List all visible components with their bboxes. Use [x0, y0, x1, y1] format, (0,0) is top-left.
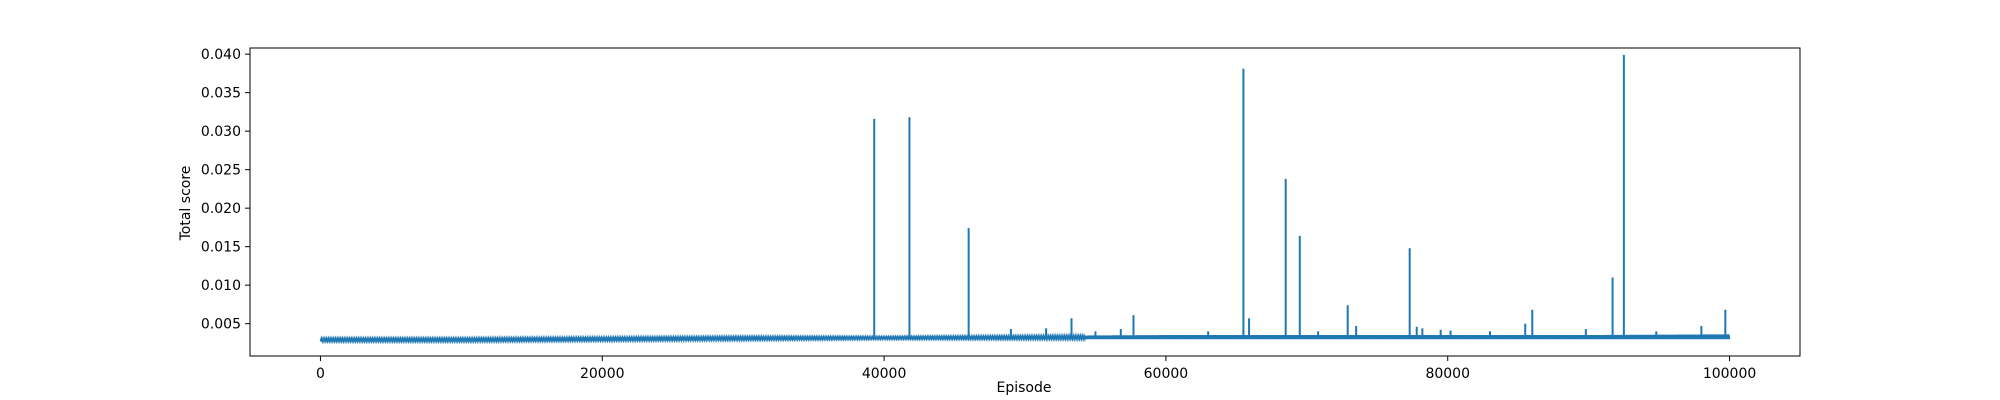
y-tick-label: 0.020: [201, 201, 241, 217]
x-axis-label: Episode: [997, 380, 1052, 396]
plot-area: [249, 47, 1801, 357]
y-tick-label: 0.005: [201, 317, 241, 333]
x-tick-label: 20000: [580, 366, 625, 382]
x-tick-label: 80000: [1425, 366, 1470, 382]
x-tick-label: 0: [316, 366, 325, 382]
y-axis-label: Total score: [178, 166, 194, 242]
y-axis-ticks: 0.005 0.010 0.015 0.020 0.025 0.030 0.035 0.040: [201, 47, 250, 333]
y-tick-label: 0.030: [201, 124, 241, 140]
x-tick-label: 60000: [1144, 366, 1189, 382]
y-tick-label: 0.035: [201, 86, 241, 102]
y-tick-label: 0.040: [201, 47, 241, 63]
x-axis-ticks: 0 20000 40000 60000 80000 100000: [316, 356, 1756, 382]
series-baseline: [319, 332, 1731, 345]
x-tick-label: 100000: [1703, 366, 1756, 382]
y-tick-label: 0.010: [201, 278, 241, 294]
x-tick-label: 40000: [862, 366, 907, 382]
y-tick-label: 0.025: [201, 163, 241, 179]
plot-frame: [249, 47, 1801, 357]
y-tick-label: 0.015: [201, 240, 241, 256]
